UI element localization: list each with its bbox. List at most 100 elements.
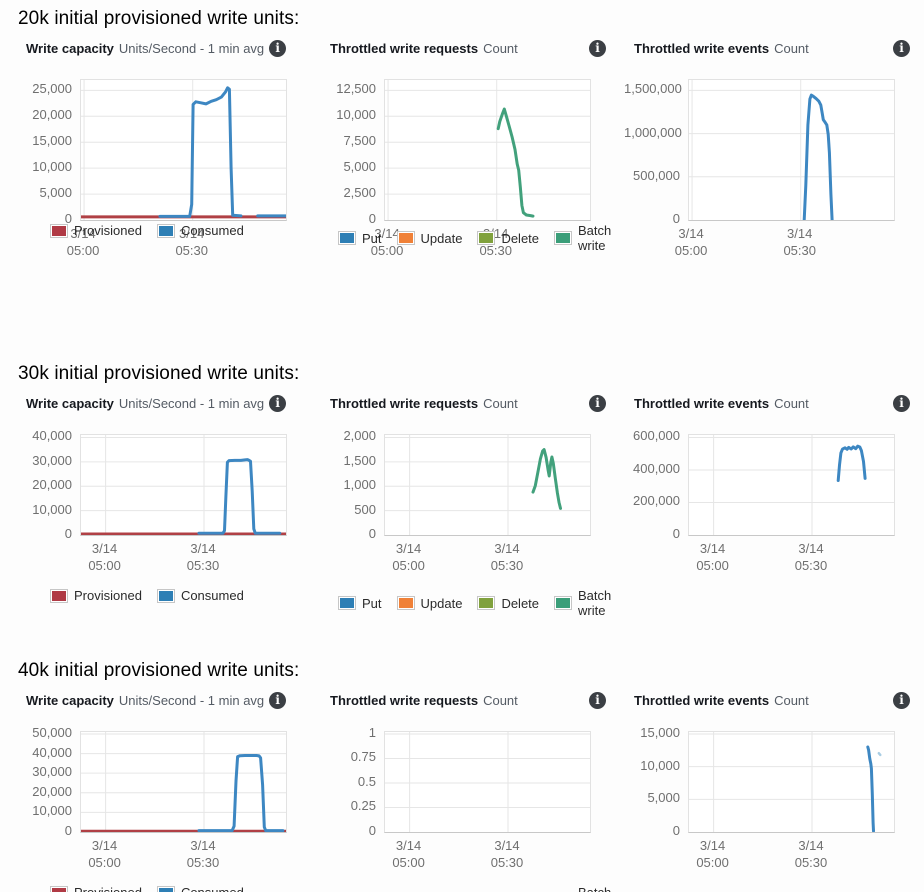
legend-item-consumed[interactable]: Consumed: [156, 223, 244, 238]
throttled-write-events-30k-chart: [689, 435, 894, 535]
info-icon[interactable]: i: [269, 692, 287, 709]
legend-label: Delete: [501, 230, 540, 246]
legend-swatch-delete-icon: [477, 596, 496, 610]
section-title-40k: 40k initial provisioned write units:: [18, 660, 300, 681]
legend-item-provisioned[interactable]: Provisioned: [50, 885, 142, 892]
legend: Provisioned Consumed: [50, 223, 244, 238]
throttled-write-events-20k-chart: [689, 80, 894, 220]
y-axis-label: 40,000: [32, 428, 72, 444]
y-axis-label: 15,000: [640, 724, 680, 740]
x-axis-label: 3/14 05:30: [783, 225, 816, 259]
charts-grid-20k: Write capacity Units/Second - 1 min avg i 2…: [16, 40, 916, 319]
x-axis-label: 3/14 05:30: [491, 540, 524, 574]
plot-area: 2,000 1,500 1,000 500 0 3/14 05:00 3/14 05:30 Put…: [320, 428, 612, 634]
x-axis-label-time: 05:30: [490, 855, 524, 870]
y-axis-label: 0.25: [350, 798, 376, 814]
chart-title: Write capacity: [26, 41, 114, 56]
legend-label: Update: [420, 230, 463, 246]
legend: Provisioned Consumed: [50, 588, 244, 603]
y-axis-label: 0: [368, 823, 376, 838]
throttled-write-events-30k-plot: [688, 434, 895, 536]
y-axis-label: 600,000: [633, 428, 680, 444]
y-axis-label: 1,500: [343, 452, 376, 468]
section-title-20k: 20k initial provisioned write units:: [18, 8, 300, 29]
legend-item-put[interactable]: Put: [338, 231, 382, 246]
legend: Put Update Delete Batch write: [338, 588, 620, 618]
chart-title: Write capacity: [26, 693, 114, 708]
throttled-write-events-40k-plot: [688, 731, 895, 833]
legend-item-put[interactable]: Put: [338, 596, 382, 611]
chart-card-throttled-write-events-40k: Throttled write events Count i 15,000 10,000…: [624, 692, 916, 892]
legend-item-batch-write[interactable]: Batch write: [554, 588, 620, 618]
info-icon[interactable]: i: [893, 692, 910, 709]
y-axis-label: 2,500: [343, 185, 376, 201]
x-axis-label: 3/14 05:30: [175, 225, 208, 259]
chart-card-write-capacity-40k: Write capacity Units/Second - 1 min avg i 5…: [16, 692, 308, 892]
legend-item-batch-write[interactable]: Batch write: [554, 885, 620, 892]
throttled-write-requests-40k-chart: [385, 732, 590, 832]
legend-item-batch-write[interactable]: Batch write: [554, 223, 620, 253]
legend-swatch-put-icon: [338, 231, 356, 245]
legend-swatch-delete-icon: [477, 231, 496, 245]
y-axis-label: 200,000: [633, 493, 680, 509]
legend: Put Update Delete Batch write: [338, 223, 620, 253]
y-axis-label: 20,000: [32, 783, 72, 799]
x-axis-label-time: 05:30: [186, 855, 220, 870]
y-axis-label: 5,000: [647, 790, 680, 806]
x-axis-label: 3/14 05:30: [795, 540, 828, 574]
y-axis-label: 10,000: [32, 501, 72, 517]
plot-area: 40,000 30,000 20,000 10,000 0 3/14 05:00 3/14 05…: [16, 428, 308, 634]
write-capacity-40k-plot: [80, 731, 287, 833]
info-icon[interactable]: i: [269, 40, 287, 57]
charts-grid-30k: Write capacity Units/Second - 1 min avg i 4…: [16, 395, 916, 634]
section-20k: 20k initial provisioned write units: Wri…: [16, 8, 916, 319]
y-axis-label: 2,000: [343, 428, 376, 444]
legend-label: Provisioned: [74, 885, 142, 892]
y-axis-label: 15,000: [32, 133, 72, 149]
info-icon[interactable]: i: [269, 395, 287, 412]
y-axis-label: 10,000: [32, 803, 72, 819]
legend-item-delete[interactable]: Delete: [477, 596, 539, 611]
chart-card-write-capacity-20k: Write capacity Units/Second - 1 min avg i 2…: [16, 40, 308, 319]
x-axis-label-time: 05:30: [794, 558, 828, 573]
chart-card-throttled-write-requests-30k: Throttled write requests Count i 2,000 1,500…: [320, 395, 612, 634]
info-icon[interactable]: i: [893, 395, 910, 412]
legend-item-delete[interactable]: Delete: [477, 231, 539, 246]
info-icon[interactable]: i: [893, 40, 910, 57]
chart-title: Write capacity: [26, 396, 114, 411]
throttled-write-requests-40k-plot: [384, 731, 591, 833]
plot-area: 50,000 40,000 30,000 20,000 10,000 0 3/14 05:00…: [16, 725, 308, 892]
y-axis-label: 1,500,000: [624, 81, 682, 97]
info-icon[interactable]: i: [589, 40, 606, 57]
legend-item-consumed[interactable]: Consumed: [156, 588, 244, 603]
x-axis-label-date: 3/14: [678, 226, 704, 241]
chart-subtitle: Count: [483, 41, 518, 56]
write-capacity-30k-chart: [81, 435, 286, 535]
legend-item-update[interactable]: Update: [396, 595, 463, 611]
chart-card-throttled-write-events-20k: Throttled write events Count i 1,500,000 1,0…: [624, 40, 916, 319]
legend-item-provisioned[interactable]: Provisioned: [50, 588, 142, 603]
y-axis-label: 0.5: [357, 773, 376, 789]
x-axis-label-date: 3/14: [699, 838, 726, 853]
chart-subtitle: Units/Second - 1 min avg: [118, 396, 265, 411]
legend-swatch-provisioned-icon: [50, 885, 68, 892]
legend-item-provisioned[interactable]: Provisioned: [50, 223, 142, 238]
chart-subtitle: Count: [774, 396, 809, 411]
y-axis-label: 10,000: [640, 757, 680, 773]
x-axis-label-date: 3/14: [395, 541, 422, 556]
legend-item-consumed[interactable]: Consumed: [156, 885, 244, 892]
legend-item-update[interactable]: Update: [396, 230, 463, 246]
write-capacity-40k-chart: [81, 732, 286, 832]
y-axis-label: 10,000: [336, 107, 376, 123]
y-axis-label: 1: [368, 724, 376, 740]
info-icon[interactable]: i: [589, 395, 606, 412]
legend-label: Update: [420, 595, 463, 611]
x-axis-label: 3/14 05:00: [675, 225, 708, 259]
x-axis-label-date: 3/14: [190, 541, 216, 556]
info-icon[interactable]: i: [589, 692, 606, 709]
y-axis-label: 30,000: [32, 452, 72, 468]
chart-title: Throttled write events: [634, 41, 770, 56]
x-axis-label-time: 05:30: [175, 243, 208, 258]
chart-subtitle: Count: [774, 41, 809, 56]
x-axis-label-time: 05:00: [88, 558, 121, 573]
